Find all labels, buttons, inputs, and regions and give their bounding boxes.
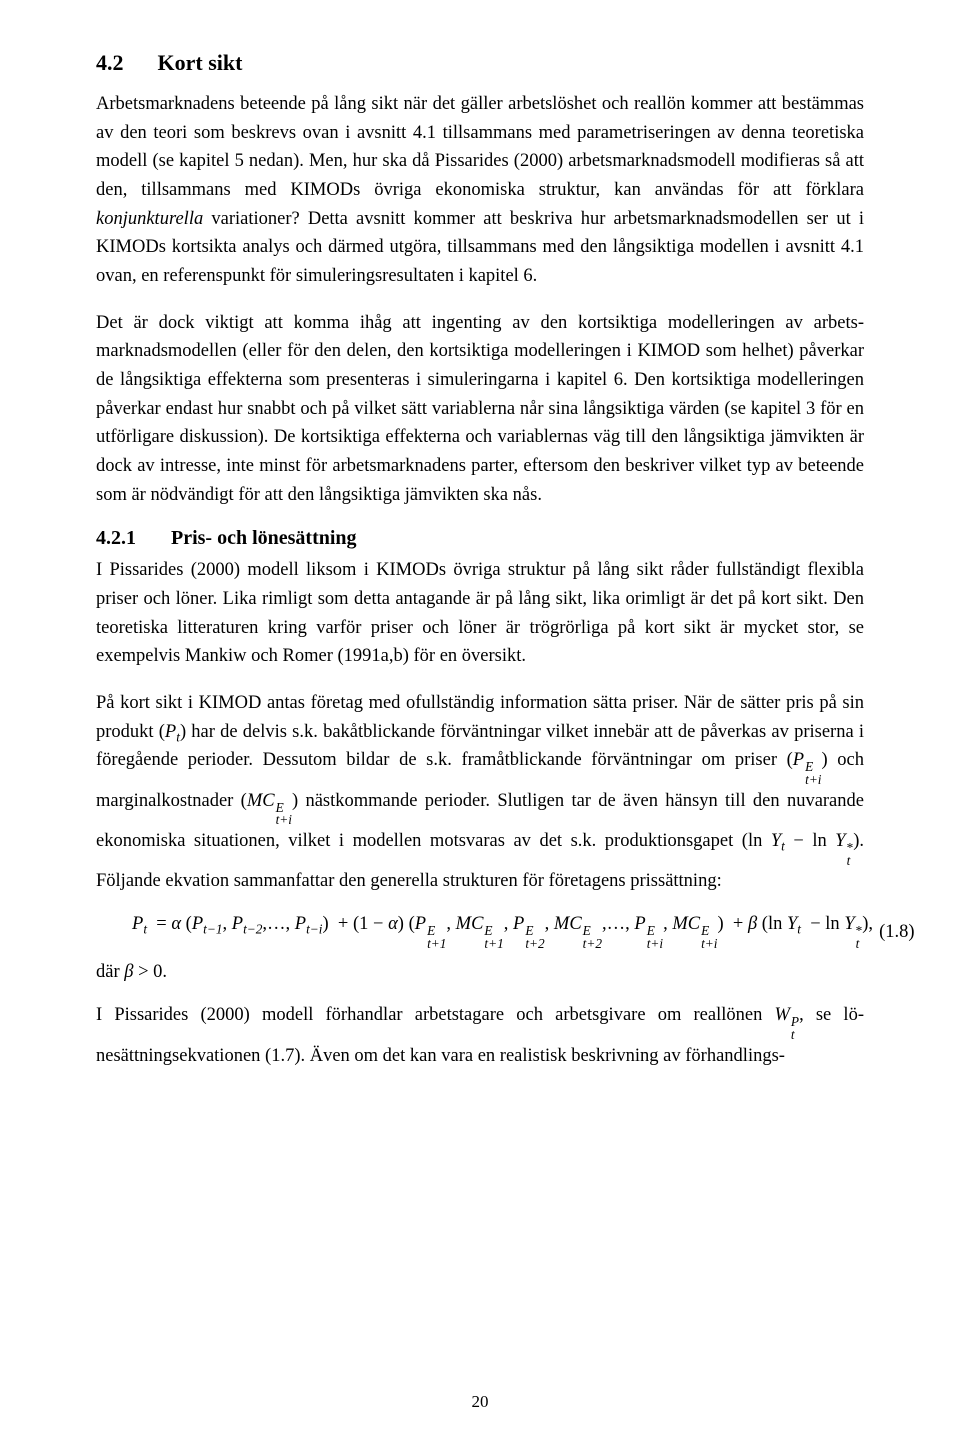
closing-paragraph: I Pissarides (2000) modell förhandlar ar…: [96, 1001, 864, 1070]
sub-paragraph-2: På kort sikt i KIMOD antas företag med o…: [96, 689, 864, 896]
math-sub-tpi: t+i: [805, 774, 821, 787]
math-P2: P: [793, 750, 804, 770]
paragraph-1: Arbetsmarknadens beteende på lång sikt n…: [96, 90, 864, 291]
where-gt: >: [138, 962, 148, 982]
where-beta: β: [124, 962, 133, 982]
where-suffix: .: [162, 962, 167, 982]
math-sub-t-y1: t: [781, 839, 785, 854]
p1-italic: konjunkturella: [96, 209, 203, 229]
section-title: Kort sikt: [158, 50, 243, 75]
subsection-number: 4.2.1: [96, 527, 166, 550]
math-MC: MC: [247, 791, 275, 811]
math-W: W: [775, 1005, 790, 1025]
math-P: P: [165, 722, 176, 742]
c1-a: I Pissarides (2000) modell förhandlar ar…: [96, 1005, 775, 1025]
math-supsub-WP: Pt: [791, 1016, 799, 1041]
math-supsub-PE: Et+i: [805, 761, 821, 786]
paragraph-2: Det är dock viktigt att komma ihåg att i…: [96, 309, 864, 510]
where-clause: där β > 0.: [96, 962, 864, 983]
math-Y2: Y: [835, 831, 845, 851]
where-prefix: där: [96, 962, 124, 982]
math-Y1: Y: [771, 831, 781, 851]
section-number: 4.2: [96, 50, 152, 76]
sub-paragraph-1: I Pissarides (2000) modell liksom i KIMO…: [96, 556, 864, 671]
p1-a: Arbetsmarknadens beteende på lång sikt n…: [96, 94, 864, 200]
subsection-title: Pris- och lönesättning: [171, 527, 357, 549]
math-sub-t-w: t: [791, 1029, 799, 1042]
math-sub-tpi2: t+i: [276, 814, 292, 827]
equation-row: Pt = α (Pt−1, Pt−2,…, Pt−i) + (1 − α) (P…: [96, 914, 864, 950]
math-supsub-MCE: Et+i: [276, 802, 292, 827]
equation-math: Pt = α (Pt−1, Pt−2,…, Pt−i) + (1 − α) (P…: [132, 914, 873, 950]
s2-b: ) har de delvis s.k. bakåtblickande förv…: [96, 722, 864, 771]
section-heading: 4.2 Kort sikt: [96, 50, 864, 76]
math-minus1: −: [793, 831, 803, 851]
subsection-heading: 4.2.1 Pris- och lönesättning: [96, 527, 864, 550]
math-sub-t-y2: t: [847, 855, 854, 868]
equation-number: (1.8): [873, 922, 914, 943]
p1-b: variationer? Detta avsnitt kommer att be…: [96, 209, 864, 286]
math-ln2: ln: [812, 831, 826, 851]
page-number: 20: [0, 1392, 960, 1412]
math-ln1: ln: [748, 831, 762, 851]
